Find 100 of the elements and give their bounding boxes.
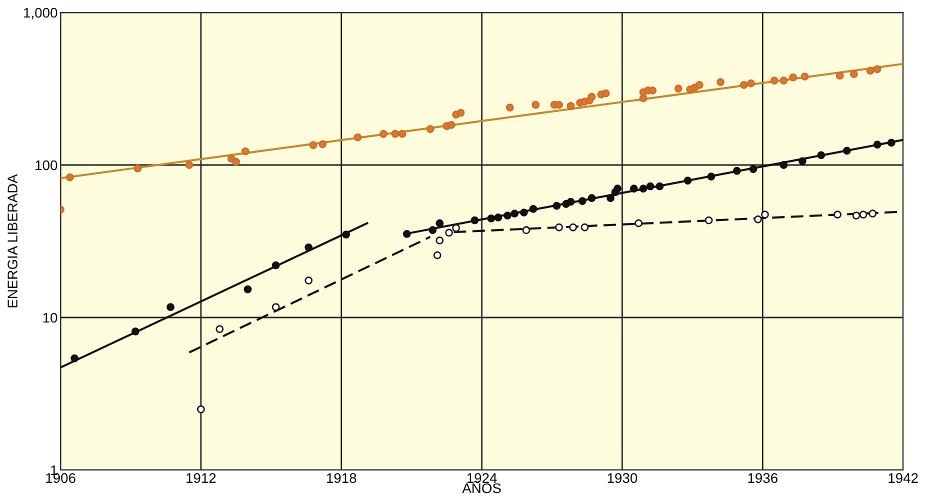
point	[304, 243, 313, 252]
point	[354, 133, 362, 142]
point	[800, 72, 809, 81]
point	[746, 79, 755, 88]
x-tick-label: 1906	[46, 473, 76, 483]
point	[749, 165, 758, 174]
point	[639, 184, 648, 193]
x-tick-label: 1924	[467, 473, 497, 483]
point	[566, 198, 575, 206]
point	[646, 182, 654, 190]
point	[318, 140, 327, 148]
point	[304, 276, 313, 284]
point	[402, 230, 411, 238]
y-tick-label: 100	[36, 160, 58, 170]
point	[452, 224, 460, 232]
point	[470, 216, 479, 224]
point	[696, 80, 704, 89]
point	[398, 130, 406, 138]
point	[588, 194, 596, 202]
point	[754, 215, 762, 224]
point	[780, 161, 788, 169]
x-tick-label: 1942	[888, 473, 918, 483]
point	[380, 130, 388, 138]
point	[602, 89, 610, 98]
point	[834, 210, 842, 219]
point	[70, 354, 79, 362]
point	[555, 223, 563, 232]
point	[630, 184, 638, 193]
point	[436, 219, 444, 228]
point	[447, 121, 456, 129]
x-tick-label: 1930	[608, 473, 638, 483]
point	[761, 210, 769, 219]
point	[707, 172, 716, 180]
point	[716, 78, 724, 86]
point	[850, 70, 858, 78]
point	[606, 194, 614, 202]
point	[185, 161, 194, 169]
x-axis-title: AÑOS	[462, 480, 501, 494]
point	[433, 251, 442, 260]
point	[445, 228, 453, 237]
point	[532, 100, 540, 109]
point	[566, 102, 575, 110]
point	[873, 140, 882, 149]
point	[232, 158, 240, 166]
point	[426, 125, 434, 134]
point	[569, 223, 578, 232]
point	[456, 108, 465, 117]
point	[873, 65, 882, 74]
point	[529, 205, 538, 213]
y-tick-label: 1,000	[24, 8, 58, 20]
point	[780, 76, 788, 84]
point	[798, 157, 806, 166]
point	[66, 173, 74, 182]
point	[578, 197, 586, 206]
point	[859, 210, 868, 219]
point	[634, 219, 643, 228]
point	[656, 182, 664, 190]
point	[842, 146, 851, 155]
point	[866, 66, 874, 75]
point	[436, 236, 444, 244]
point	[868, 210, 877, 218]
point	[555, 100, 563, 109]
point	[770, 76, 778, 84]
x-tick-label: 1936	[748, 473, 778, 483]
x-tick-label: 1912	[186, 473, 216, 483]
y-tick-label: 10	[43, 312, 58, 323]
point	[216, 325, 224, 333]
point	[732, 166, 741, 175]
point	[580, 223, 589, 232]
point	[648, 86, 657, 94]
point	[244, 285, 252, 294]
point	[510, 210, 519, 218]
point	[241, 147, 250, 156]
point	[552, 202, 561, 210]
point	[789, 74, 798, 82]
point	[520, 208, 528, 216]
point	[817, 151, 826, 160]
point	[684, 176, 692, 185]
point	[852, 212, 860, 220]
point	[196, 405, 205, 414]
point	[309, 141, 318, 150]
point	[428, 226, 437, 234]
y-axis-title: ENERGIA LIBERADA	[8, 174, 18, 308]
point	[704, 216, 713, 224]
point	[342, 230, 350, 238]
point	[836, 72, 844, 80]
point	[674, 84, 682, 93]
point	[614, 184, 622, 193]
point	[391, 130, 400, 138]
point	[522, 226, 530, 234]
point	[272, 261, 280, 270]
point	[166, 303, 174, 312]
point	[494, 213, 502, 222]
point	[134, 164, 142, 172]
point	[504, 212, 512, 220]
point	[740, 80, 748, 89]
point	[887, 138, 896, 147]
point	[487, 214, 496, 222]
point	[131, 328, 140, 336]
point	[506, 104, 514, 112]
